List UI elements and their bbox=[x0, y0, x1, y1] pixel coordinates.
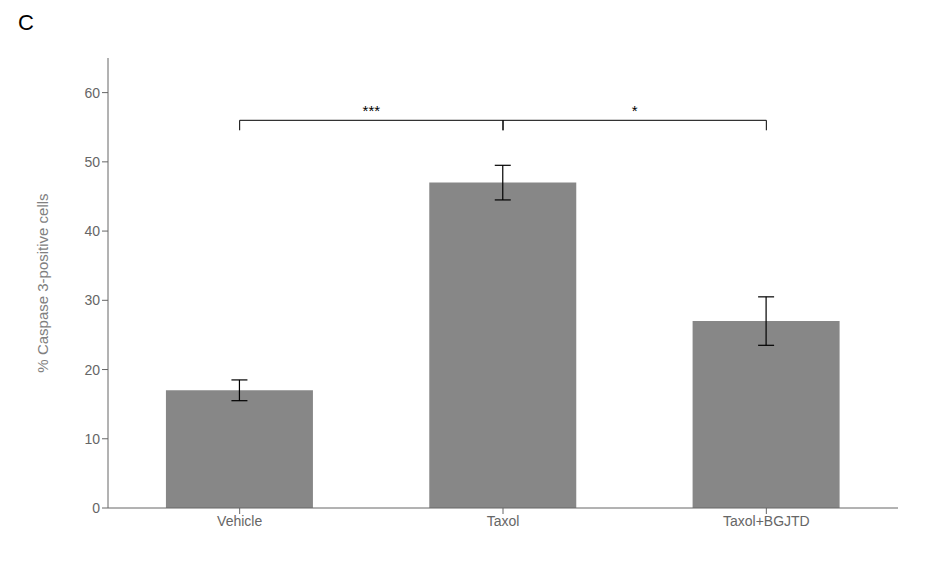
svg-text:40: 40 bbox=[84, 223, 100, 239]
svg-text:50: 50 bbox=[84, 154, 100, 170]
svg-text:Taxol: Taxol bbox=[487, 513, 520, 529]
svg-text:***: *** bbox=[363, 102, 381, 119]
svg-text:% Caspase 3-positive cells: % Caspase 3-positive cells bbox=[34, 193, 51, 372]
svg-text:0: 0 bbox=[92, 500, 100, 516]
svg-text:60: 60 bbox=[84, 85, 100, 101]
html-text:C: C bbox=[18, 10, 34, 35]
svg-text:Taxol+BGJTD: Taxol+BGJTD bbox=[723, 513, 810, 529]
svg-text:10: 10 bbox=[84, 431, 100, 447]
svg-text:30: 30 bbox=[84, 292, 100, 308]
svg-text:20: 20 bbox=[84, 362, 100, 378]
svg-text:Vehicle: Vehicle bbox=[217, 513, 262, 529]
svg-text:*: * bbox=[632, 102, 638, 119]
